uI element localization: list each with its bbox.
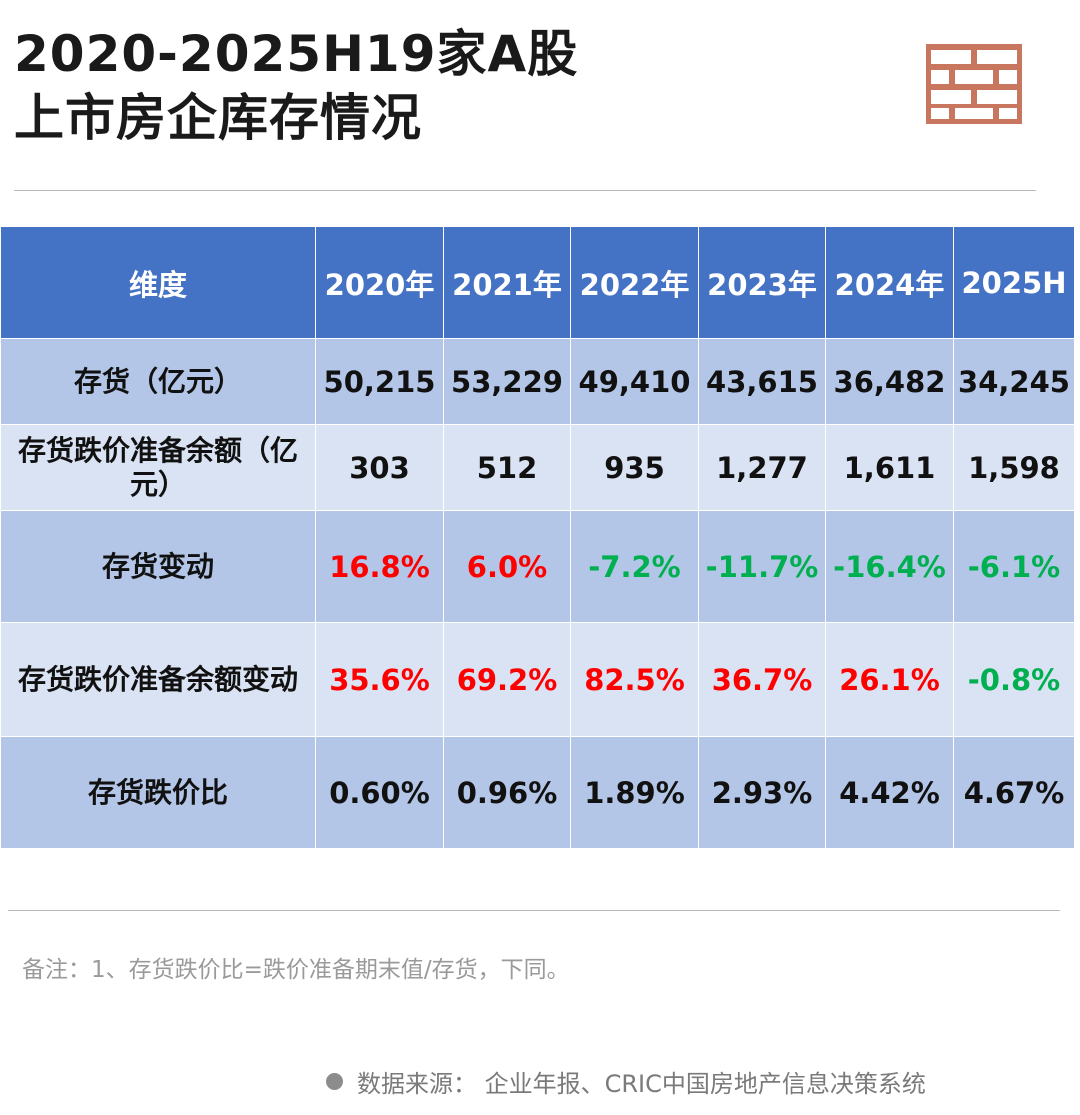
- table-cell: 69.2%: [443, 622, 571, 737]
- table-cell: 82.5%: [570, 622, 699, 737]
- title-line-2: 上市房企库存情况: [14, 89, 422, 147]
- title-line-1: 2020-2025H19家A股: [14, 25, 579, 83]
- table-cell: 0.96%: [443, 736, 571, 849]
- top-divider: [14, 190, 1036, 191]
- table-cell: 49,410: [570, 338, 699, 425]
- table-cell: 36,482: [825, 338, 954, 425]
- table-cell: 0.60%: [315, 736, 444, 849]
- table-row: 存货（亿元） 50,215 53,229 49,410 43,615 36,482 34,2…: [0, 338, 1075, 425]
- row-label: 存货变动: [0, 510, 316, 623]
- table-cell: 53,229: [443, 338, 571, 425]
- table-cell: 935: [570, 424, 699, 511]
- table-row: 存货跌价准备余额变动 35.6% 69.2% 82.5% 36.7% 26.1% -0.8%: [0, 622, 1075, 737]
- bullet-dot-icon: [326, 1073, 343, 1090]
- row-label: 存货跌价比: [0, 736, 316, 849]
- bottom-divider: [8, 910, 1060, 911]
- table-cell: 50,215: [315, 338, 444, 425]
- table-header-row: 维度 2020年 2021年 2022年 2023年 2024年 2025H: [0, 226, 1075, 339]
- header-2025h: 2025H: [953, 226, 1075, 339]
- table-cell: -16.4%: [825, 510, 954, 623]
- table-row: 存货跌价准备余额（亿元） 303 512 935 1,277 1,611 1,598: [0, 424, 1075, 511]
- header-2022: 2022年: [570, 226, 699, 339]
- data-source: 数据来源： 企业年报、CRIC中国房地产信息决策系统: [326, 1064, 926, 1099]
- table-cell: 1,611: [825, 424, 954, 511]
- brick-wall-icon: [926, 44, 1022, 124]
- table-cell: -0.8%: [953, 622, 1075, 737]
- header-2021: 2021年: [443, 226, 571, 339]
- table-cell: 1.89%: [570, 736, 699, 849]
- inventory-table: 维度 2020年 2021年 2022年 2023年 2024年 2025H 存…: [0, 226, 1075, 849]
- table-cell: 36.7%: [698, 622, 826, 737]
- table-cell: -6.1%: [953, 510, 1075, 623]
- table-cell: 34,245: [953, 338, 1075, 425]
- table-cell: 2.93%: [698, 736, 826, 849]
- table-row: 存货变动 16.8% 6.0% -7.2% -11.7% -16.4% -6.1%: [0, 510, 1075, 623]
- table-cell: 1,598: [953, 424, 1075, 511]
- table-cell: 4.42%: [825, 736, 954, 849]
- table-cell: 303: [315, 424, 444, 511]
- row-label: 存货跌价准备余额变动: [0, 622, 316, 737]
- table-cell: -7.2%: [570, 510, 699, 623]
- table-cell: 512: [443, 424, 571, 511]
- table-cell: 35.6%: [315, 622, 444, 737]
- table-cell: 26.1%: [825, 622, 954, 737]
- table-cell: -11.7%: [698, 510, 826, 623]
- header-dimension: 维度: [0, 226, 316, 339]
- header-2023: 2023年: [698, 226, 826, 339]
- row-label: 存货跌价准备余额（亿元）: [0, 424, 316, 511]
- header-2024: 2024年: [825, 226, 954, 339]
- table-cell: 1,277: [698, 424, 826, 511]
- table-cell: 6.0%: [443, 510, 571, 623]
- table-row: 存货跌价比 0.60% 0.96% 1.89% 2.93% 4.42% 4.67%: [0, 736, 1075, 849]
- table-cell: 43,615: [698, 338, 826, 425]
- row-label: 存货（亿元）: [0, 338, 316, 425]
- table-cell: 4.67%: [953, 736, 1075, 849]
- table-cell: 16.8%: [315, 510, 444, 623]
- header-2020: 2020年: [315, 226, 444, 339]
- footnote: 备注：1、存货跌价比=跌价准备期末值/存货，下同。: [22, 957, 570, 983]
- data-source-text: 数据来源： 企业年报、CRIC中国房地产信息决策系统: [357, 1070, 926, 1098]
- page-title: 2020-2025H19家A股 上市房企库存情况: [14, 22, 578, 150]
